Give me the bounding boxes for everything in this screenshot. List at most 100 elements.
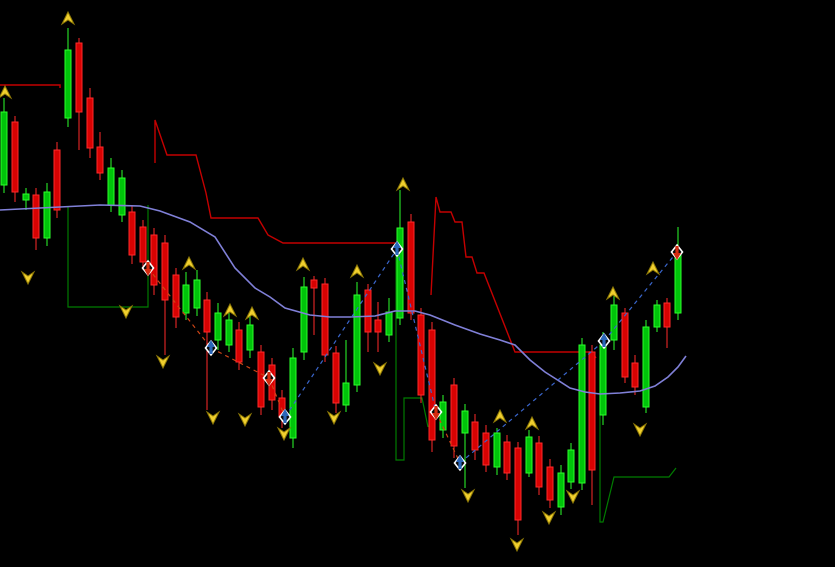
candle-body bbox=[96, 146, 104, 174]
candle-body bbox=[193, 279, 201, 309]
candle-body bbox=[43, 191, 51, 239]
bear-candle bbox=[546, 459, 554, 508]
candle-body bbox=[514, 447, 522, 521]
candle-body bbox=[246, 324, 254, 351]
bear-candle bbox=[86, 88, 94, 158]
up-arrow-icon bbox=[492, 408, 508, 424]
candle-body bbox=[0, 111, 8, 186]
diamond-down-arrow-icon bbox=[673, 246, 681, 260]
candle-body bbox=[546, 466, 554, 501]
bull-candle bbox=[396, 190, 404, 325]
down-arrow-icon bbox=[237, 412, 253, 428]
up-arrow-icon bbox=[0, 84, 13, 100]
bear-candle bbox=[407, 214, 415, 320]
bull-candle bbox=[118, 170, 126, 222]
bull-candle bbox=[385, 298, 393, 342]
diamond-down-arrow-icon bbox=[432, 406, 440, 420]
candle-body bbox=[22, 193, 30, 201]
down-arrow-icon bbox=[460, 488, 476, 504]
bear-candle bbox=[364, 284, 372, 352]
zigzag-down-leg bbox=[147, 267, 212, 349]
candle-body bbox=[225, 319, 233, 346]
candle-body bbox=[182, 284, 190, 314]
support-step-line bbox=[599, 356, 677, 523]
zigzag-down-leg bbox=[210, 347, 270, 379]
diamond-up-marker bbox=[597, 332, 611, 350]
bear-candle bbox=[128, 205, 136, 264]
up-arrow-icon bbox=[60, 10, 76, 26]
resistance-step-line bbox=[430, 196, 597, 359]
bear-candle bbox=[374, 302, 382, 352]
bull-candle bbox=[214, 303, 222, 350]
candle-body bbox=[610, 304, 618, 341]
bull-candle bbox=[674, 227, 682, 320]
bear-candle bbox=[257, 345, 265, 415]
down-arrow-icon bbox=[20, 270, 36, 286]
up-arrow-icon bbox=[244, 305, 260, 321]
bear-candle bbox=[150, 228, 158, 295]
diamond-up-marker bbox=[453, 454, 467, 472]
bull-candle bbox=[107, 158, 115, 212]
bear-candle bbox=[663, 298, 671, 348]
diamond-markers-group bbox=[141, 240, 684, 472]
bull-candle bbox=[653, 300, 661, 332]
candle-body bbox=[385, 311, 393, 336]
bull-candle bbox=[642, 320, 650, 413]
resistance-step-line bbox=[154, 119, 395, 244]
diamond-down-arrow-icon bbox=[144, 262, 152, 276]
bull-candle bbox=[525, 430, 533, 477]
diamond-down-marker bbox=[141, 259, 155, 277]
down-arrow-icon bbox=[372, 361, 388, 377]
bear-candle bbox=[332, 346, 340, 413]
moving-average-line bbox=[0, 204, 687, 395]
bear-candle bbox=[75, 38, 83, 150]
candle-body bbox=[407, 221, 415, 314]
bull-candle bbox=[300, 277, 308, 360]
bear-candle bbox=[161, 235, 169, 355]
bull-candle bbox=[182, 272, 190, 320]
candle-body bbox=[289, 357, 297, 439]
diamond-down-marker bbox=[262, 369, 276, 387]
support-step-line bbox=[395, 248, 429, 461]
candle-body bbox=[86, 97, 94, 149]
candle-body bbox=[493, 432, 501, 468]
diamond-up-arrow-icon bbox=[393, 241, 401, 255]
candle-body bbox=[150, 234, 158, 286]
candle-body bbox=[342, 382, 350, 406]
candle-body bbox=[64, 49, 72, 119]
support-step-line bbox=[67, 205, 149, 308]
candle-body bbox=[439, 401, 447, 431]
up-arrow-icon bbox=[645, 260, 661, 276]
candle-body bbox=[139, 226, 147, 263]
down-arrow-icon bbox=[118, 304, 134, 320]
up-arrow-icon bbox=[181, 255, 197, 271]
bear-candle bbox=[96, 132, 104, 180]
bull-candle bbox=[342, 340, 350, 412]
bear-candle bbox=[588, 345, 596, 505]
candle-body bbox=[11, 121, 19, 193]
zigzag-down-leg bbox=[435, 411, 461, 464]
candle-body bbox=[503, 441, 511, 474]
bear-candle bbox=[32, 188, 40, 250]
diamond-up-arrow-icon bbox=[281, 409, 289, 423]
candle-body bbox=[653, 304, 661, 328]
bull-candle bbox=[289, 348, 297, 448]
bear-candle bbox=[514, 442, 522, 535]
candle-body bbox=[674, 254, 682, 314]
bear-candle bbox=[310, 276, 318, 335]
down-arrow-icon bbox=[276, 426, 292, 442]
down-arrow-icon bbox=[541, 510, 557, 526]
candle-body bbox=[663, 302, 671, 328]
diamond-down-marker bbox=[670, 243, 684, 261]
diamond-down-arrow-icon bbox=[265, 372, 273, 386]
candle-body bbox=[567, 449, 575, 483]
bear-candle bbox=[321, 278, 329, 362]
arrow-markers-group bbox=[0, 10, 661, 553]
bear-candle bbox=[450, 378, 458, 458]
candle-body bbox=[300, 286, 308, 353]
candle-body bbox=[417, 314, 425, 396]
candle-body bbox=[161, 242, 169, 301]
bull-candle bbox=[567, 443, 575, 489]
